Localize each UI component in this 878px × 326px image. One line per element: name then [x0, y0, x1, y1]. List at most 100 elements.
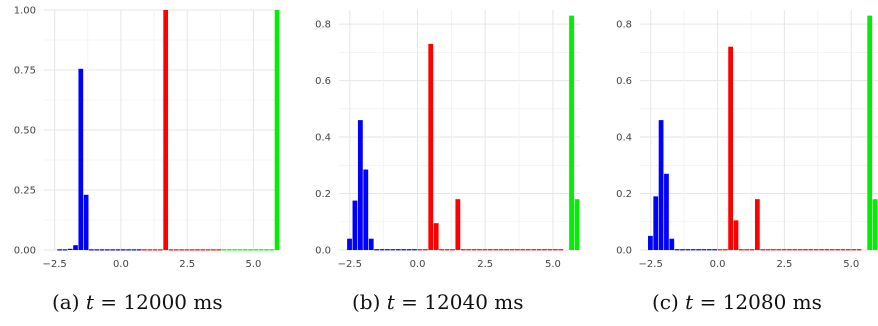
bar-red-22: [536, 249, 542, 251]
bar-red-4: [163, 10, 169, 250]
bar-red-13: [487, 249, 493, 251]
bar-blue-6: [379, 249, 385, 251]
y-tick-label-0: 0.0: [616, 246, 632, 257]
y-tick-label-4: 0.8: [616, 20, 632, 31]
bar-red-7: [754, 199, 760, 250]
bar-green-7: [258, 249, 264, 251]
y-tick-label-0: 0.0: [315, 246, 331, 257]
bar-blue-13: [126, 249, 131, 251]
bar-blue-8: [99, 249, 105, 251]
bar-red-7: [455, 199, 461, 250]
bar-blue-12: [412, 249, 417, 251]
bar-red-11: [776, 249, 782, 251]
bar-blue-1: [653, 196, 659, 250]
bar-red-12: [205, 249, 211, 251]
bar-blue-3: [664, 173, 669, 250]
bar-red-10: [771, 249, 776, 251]
caption-a-var: t: [85, 290, 94, 314]
bar-blue-6: [89, 249, 94, 251]
bar-blue-7: [94, 249, 100, 251]
bar-red-15: [498, 249, 504, 251]
bar-red-22: [835, 249, 840, 251]
bar-blue-7: [385, 249, 390, 251]
bar-green-1: [226, 249, 232, 251]
bar-red-1: [422, 249, 428, 251]
bar-red-24: [845, 249, 851, 251]
bar-blue-12: [712, 249, 717, 251]
bar-red-21: [829, 249, 835, 251]
bar-blue-8: [690, 249, 696, 251]
x-tick-label-0: −2.5: [42, 259, 66, 270]
bar-blue-11: [706, 249, 712, 251]
bar-blue-2: [357, 120, 363, 250]
y-tick-label-3: 0.75: [14, 66, 36, 77]
bar-red-14: [493, 249, 499, 251]
bar-blue-10: [110, 249, 115, 251]
bar-red-17: [509, 249, 515, 251]
y-tick-label-1: 0.2: [315, 189, 331, 200]
chart-panel-1: 0.00 0.25 0.50 0.75 1.00 −2.5 0.0 2.5 5.0: [14, 6, 280, 270]
bar-green-3: [237, 249, 243, 251]
caption-a: (a) t = 12000 ms: [52, 290, 223, 314]
bar-red-13: [211, 249, 216, 251]
bar-red-19: [520, 249, 526, 251]
bar-red-10: [195, 249, 200, 251]
bar-red-8: [184, 249, 190, 251]
y-tick-label-3: 0.6: [315, 76, 331, 87]
bar-red-6: [450, 249, 455, 251]
bar-red-18: [813, 249, 819, 251]
bar-blue-11: [115, 249, 121, 251]
x-tick-label-3: 5.0: [246, 259, 262, 270]
bar-red-9: [189, 249, 195, 251]
bar-red-24: [547, 249, 553, 251]
bar-red-3: [158, 249, 163, 251]
bar-blue-11: [406, 249, 412, 251]
bar-red-11: [200, 249, 206, 251]
caption-c-var: t: [685, 290, 694, 314]
bar-blue-1: [62, 249, 68, 251]
bar-red-18: [515, 249, 520, 251]
bar-blue-4: [78, 68, 84, 250]
chart-panel-3: 0.0 0.2 0.4 0.6 0.8 −2.5 0.0 2.5 5.0: [616, 10, 878, 270]
y-tick-label-1: 0.25: [14, 186, 36, 197]
bar-blue-7: [685, 249, 691, 251]
bar-blue-2: [67, 248, 73, 250]
x-tick-label-1: 0.0: [113, 259, 129, 270]
bar-red-17: [808, 249, 814, 251]
bar-red-5: [744, 249, 750, 251]
caption-a-eq: = 12000 ms: [93, 290, 223, 314]
y-tick-label-3: 0.6: [616, 76, 632, 87]
bar-blue-3: [73, 245, 78, 250]
bar-blue-2: [658, 120, 664, 250]
caption-a-label: (a): [52, 290, 80, 314]
bar-blue-0: [57, 249, 62, 251]
bar-blue-0: [347, 238, 352, 250]
bar-red-8: [460, 249, 466, 251]
y-tick-label-2: 0.4: [616, 133, 632, 144]
bar-green-0: [221, 249, 227, 251]
bar-red-25: [552, 249, 558, 251]
bar-red-1: [722, 249, 728, 251]
bar-red-16: [504, 249, 509, 251]
y-tick-label-0: 0.00: [14, 246, 36, 257]
caption-c: (c) t = 12080 ms: [652, 290, 822, 314]
bar-red-0: [142, 249, 147, 251]
bar-red-23: [542, 249, 547, 251]
bar-red-2: [428, 43, 434, 250]
bar-red-26: [558, 249, 564, 251]
bar-blue-8: [390, 249, 396, 251]
bar-blue-10: [701, 249, 707, 251]
bar-blue-1: [352, 200, 358, 250]
bar-red-3: [733, 220, 739, 250]
bar-red-9: [466, 249, 472, 251]
bar-red-20: [824, 249, 830, 251]
bar-red-9: [765, 249, 771, 251]
x-tick-label-3: 5.0: [545, 259, 561, 270]
bar-red-6: [749, 249, 755, 251]
caption-c-label: (c): [652, 290, 679, 314]
bar-red-14: [216, 249, 222, 251]
bar-blue-9: [395, 249, 401, 251]
bar-red-2: [728, 46, 733, 250]
x-tick-label-1: 0.0: [710, 259, 726, 270]
